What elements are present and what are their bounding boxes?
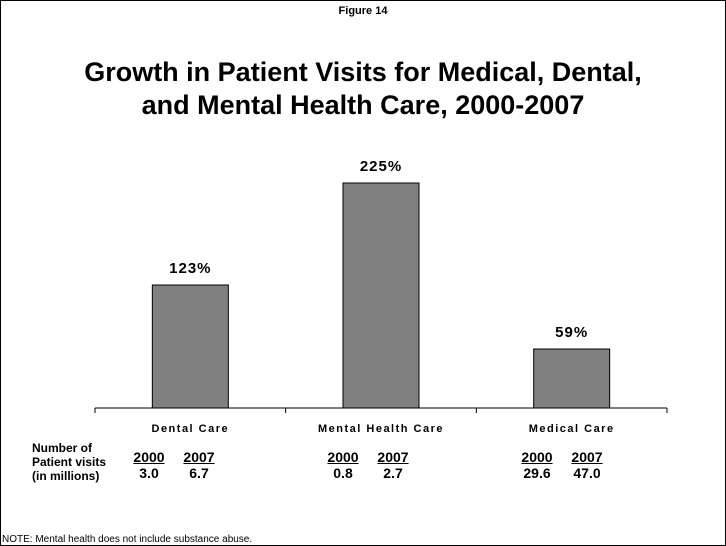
bar (533, 348, 611, 409)
bar (151, 284, 229, 409)
category-tick-label: Medical Care (529, 423, 615, 435)
visits-value-end: 47.0 (573, 465, 601, 481)
visits-table-mental-health: 2000 2007 0.8 2.7 (325, 449, 411, 481)
chart-title-line-1: Growth in Patient Visits for Medical, De… (84, 57, 642, 87)
visits-years-row: 2000 2007 (131, 449, 217, 465)
category-tick-label: Mental Health Care (318, 423, 444, 435)
row-header-line-1: Number of (32, 441, 92, 455)
chart-title-line-2: and Mental Health Care, 2000-2007 (141, 90, 585, 120)
year-start: 2000 (327, 449, 359, 465)
visits-value-end: 6.7 (189, 465, 209, 481)
year-end: 2007 (183, 449, 215, 465)
figure-label: Figure 14 (338, 5, 388, 17)
footnote: NOTE: Mental health does not include sub… (2, 534, 253, 545)
bar (342, 182, 420, 409)
row-header-line-3: (in millions) (32, 469, 100, 483)
visits-years-row: 2000 2007 (325, 449, 411, 465)
visits-row-header: Number of Patient visits (in millions) (32, 441, 106, 483)
visits-value-end: 2.7 (383, 465, 403, 481)
visits-table-dental: 2000 2007 3.0 6.7 (131, 449, 217, 481)
bar-data-label: 225% (360, 158, 402, 175)
year-start: 2000 (133, 449, 165, 465)
bar-data-label: 59% (555, 324, 588, 341)
visits-table-medical: 2000 2007 29.6 47.0 (519, 449, 605, 481)
visits-values-row: 0.8 2.7 (325, 465, 411, 481)
visits-value-start: 3.0 (139, 465, 159, 481)
year-end: 2007 (571, 449, 603, 465)
year-end: 2007 (377, 449, 409, 465)
row-header-line-2: Patient visits (32, 455, 107, 469)
visits-value-start: 29.6 (523, 465, 551, 481)
visits-years-row: 2000 2007 (519, 449, 605, 465)
visits-values-row: 29.6 47.0 (519, 465, 605, 481)
category-tick-label: Dental Care (152, 423, 230, 435)
visits-values-row: 3.0 6.7 (131, 465, 217, 481)
visits-value-start: 0.8 (333, 465, 353, 481)
bar-data-label: 123% (169, 260, 211, 277)
chart-title: Growth in Patient Visits for Medical, De… (0, 56, 726, 122)
year-start: 2000 (521, 449, 553, 465)
